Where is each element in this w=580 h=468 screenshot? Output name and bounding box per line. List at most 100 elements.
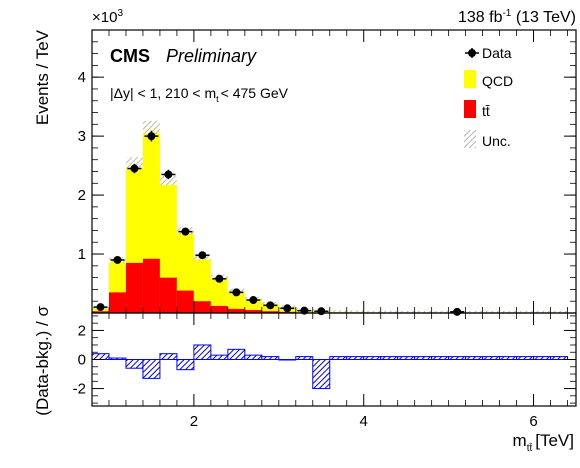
pull-panel: -2 0 2 2 4 6 bbox=[73, 312, 577, 430]
pull-bar bbox=[533, 356, 552, 360]
qcd-bar bbox=[159, 180, 177, 278]
pull-bar bbox=[261, 356, 280, 360]
pull-bar bbox=[210, 354, 229, 360]
data-point bbox=[317, 307, 326, 316]
svg-text:Unc.: Unc. bbox=[482, 133, 511, 149]
main-y-axis-label: Events / TeV bbox=[33, 29, 52, 125]
pull-y-ticks: -2 0 2 bbox=[73, 315, 576, 404]
data-point bbox=[453, 307, 462, 316]
pull-bar bbox=[431, 356, 450, 360]
ttbar-bar bbox=[108, 292, 126, 313]
qcd-bar bbox=[193, 256, 211, 302]
pull-bar bbox=[363, 356, 382, 360]
y-tick-label: 1 bbox=[78, 246, 86, 263]
unc-band-bin bbox=[465, 310, 483, 313]
legend-qcd: QCD bbox=[464, 70, 513, 89]
unc-band-bin bbox=[431, 310, 449, 313]
unc-band-bin bbox=[380, 310, 398, 313]
data-point bbox=[181, 227, 190, 236]
qcd-bar bbox=[108, 259, 126, 293]
unc-band-bin bbox=[125, 157, 143, 169]
data-point bbox=[266, 301, 275, 310]
pull-bar bbox=[108, 357, 127, 360]
pull-bar bbox=[295, 356, 314, 360]
pull-bar bbox=[312, 359, 331, 390]
pull-histogram bbox=[92, 344, 569, 390]
pull-bar bbox=[193, 344, 212, 360]
pull-bar bbox=[550, 356, 569, 360]
pull-bar bbox=[329, 356, 348, 360]
pull-bar bbox=[278, 359, 297, 361]
pull-bar bbox=[176, 359, 195, 371]
qcd-bar bbox=[210, 276, 228, 306]
pull-bar bbox=[465, 356, 484, 360]
pull-bar bbox=[92, 353, 110, 360]
pull-bar bbox=[414, 356, 433, 360]
unc-band-bin bbox=[414, 310, 432, 313]
unc-band-bin bbox=[397, 310, 415, 313]
legend-ttbar-swatch bbox=[464, 100, 476, 118]
unc-band-bin bbox=[533, 310, 551, 313]
stacked-histogram bbox=[92, 127, 568, 313]
pull-bar bbox=[380, 356, 399, 360]
svg-text:tt̄: tt̄ bbox=[482, 103, 490, 119]
y-tick-label: 4 bbox=[78, 69, 86, 86]
unc-band-bin bbox=[482, 310, 500, 313]
legend-unc-swatch bbox=[464, 130, 476, 148]
pull-x-ticks: 2 4 6 bbox=[108, 313, 568, 430]
svg-text:QCD: QCD bbox=[482, 73, 513, 89]
pull-bar bbox=[448, 356, 467, 360]
main-y-ticks: 1 2 3 4 bbox=[78, 41, 576, 302]
data-point bbox=[113, 255, 122, 264]
ttbar-bar bbox=[92, 311, 109, 313]
main-panel: 1 2 3 4 bbox=[78, 29, 577, 316]
legend-ttbar: tt̄ bbox=[464, 100, 490, 119]
legend: Data QCD tt̄ Unc. bbox=[464, 45, 513, 149]
pull-bar bbox=[482, 356, 501, 360]
pull-bar bbox=[499, 356, 518, 360]
ttbar-bar bbox=[210, 305, 228, 313]
pull-bar bbox=[516, 356, 535, 360]
unc-band-bin bbox=[363, 310, 381, 313]
x-axis-label: mtt̄ [TeV] bbox=[513, 431, 574, 454]
data-point bbox=[283, 304, 292, 313]
cms-label: CMS bbox=[110, 46, 150, 66]
qcd-bar bbox=[142, 127, 160, 259]
exponent-label: ×103 bbox=[92, 8, 123, 26]
svg-text:Data: Data bbox=[482, 45, 512, 61]
data-point bbox=[232, 288, 241, 297]
pull-bar bbox=[244, 354, 263, 360]
pull-bar bbox=[159, 353, 178, 360]
x-tick-label: 6 bbox=[529, 413, 537, 430]
data-point bbox=[215, 274, 224, 283]
legend-data: Data bbox=[465, 45, 512, 61]
qcd-bar bbox=[125, 162, 143, 263]
pull-y-tick-label: 0 bbox=[78, 352, 86, 369]
ttbar-bar bbox=[227, 308, 245, 313]
data-points bbox=[93, 130, 465, 316]
ttbar-bar bbox=[125, 262, 143, 313]
ttbar-bar bbox=[142, 258, 160, 313]
unc-band-bin bbox=[329, 310, 347, 313]
data-point bbox=[130, 164, 139, 173]
ttbar-bar bbox=[193, 301, 211, 313]
unc-band-bin bbox=[142, 120, 160, 134]
data-point bbox=[147, 132, 156, 141]
pull-y-axis-label: (Data-bkg.) / σ bbox=[33, 305, 52, 415]
ttbar-bar bbox=[176, 290, 194, 313]
y-tick-label: 3 bbox=[78, 128, 86, 145]
unc-band-bin bbox=[499, 310, 517, 313]
pull-bar bbox=[227, 348, 246, 360]
data-point bbox=[96, 303, 105, 312]
y-tick-label: 2 bbox=[78, 187, 86, 204]
ttbar-bar bbox=[159, 277, 177, 313]
data-point bbox=[198, 251, 207, 260]
qcd-bar bbox=[244, 298, 262, 311]
main-x-ticks bbox=[108, 30, 568, 313]
x-tick-label: 2 bbox=[190, 413, 198, 430]
pull-bar bbox=[346, 356, 365, 360]
unc-band-bin bbox=[550, 310, 568, 313]
selection-label: |Δy| < 1, 210 < mt < 475 GeV bbox=[110, 85, 289, 104]
data-point bbox=[249, 296, 258, 305]
